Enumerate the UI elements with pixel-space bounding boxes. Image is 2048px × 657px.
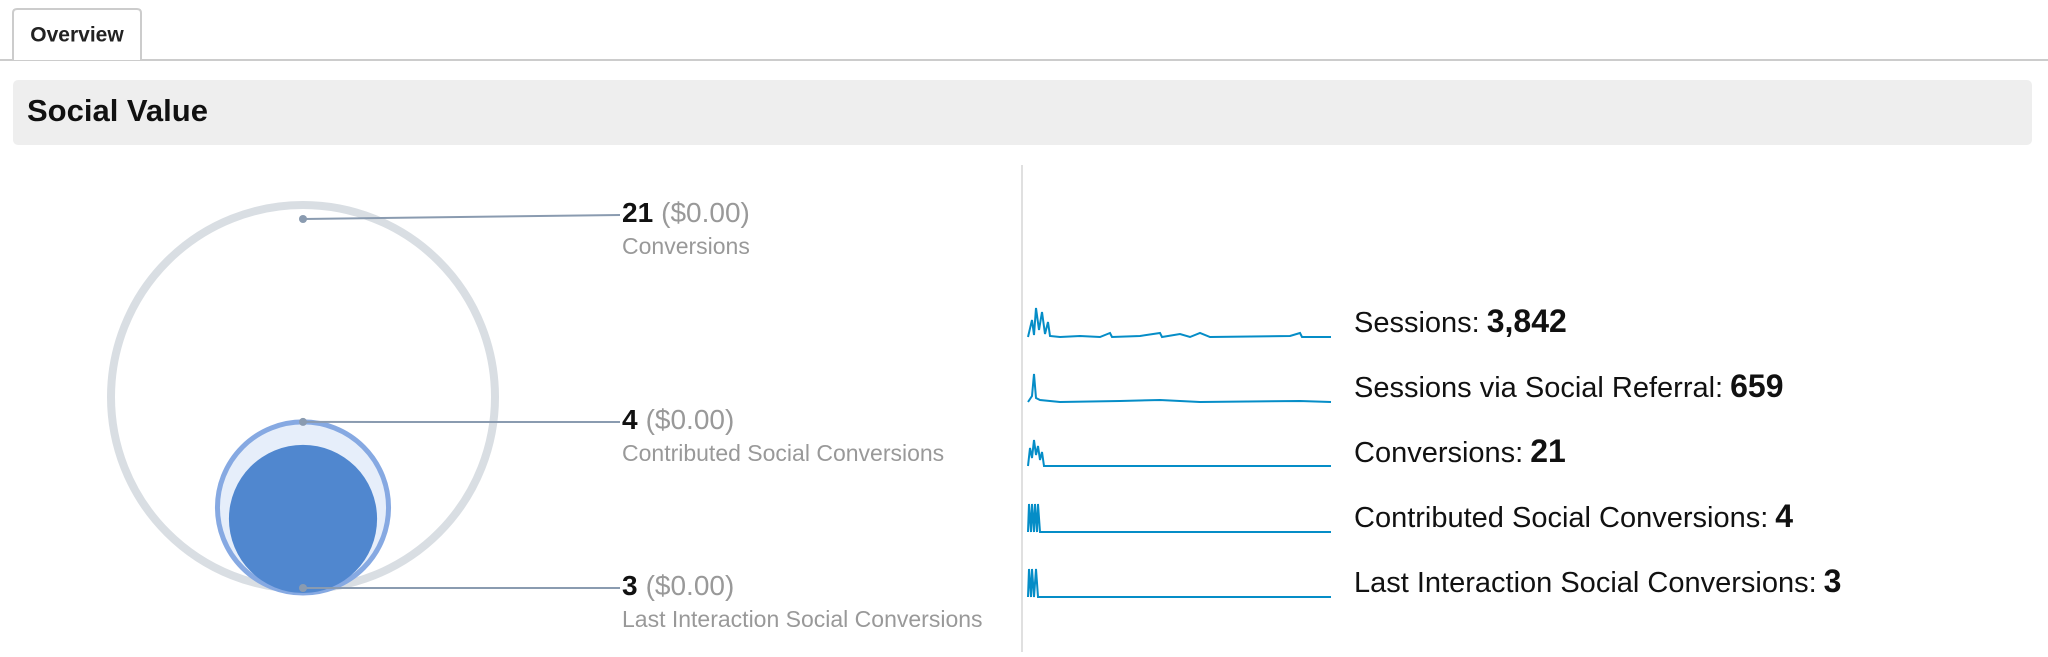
tab-label[interactable]: Overview bbox=[30, 24, 124, 47]
metric-label: Sessions: bbox=[1354, 307, 1480, 339]
metric-value: 3,842 bbox=[1487, 303, 1567, 339]
metric: Conversions:21 bbox=[1354, 433, 1566, 469]
funnel-value: 3 bbox=[622, 570, 638, 601]
metric-value: 659 bbox=[1730, 368, 1783, 404]
leader-dot bbox=[299, 418, 307, 426]
section-title: Social Value bbox=[27, 93, 208, 128]
leader-dot bbox=[299, 215, 307, 223]
value-circle bbox=[229, 445, 377, 593]
leader-line bbox=[303, 215, 620, 219]
metric: Sessions via Social Referral:659 bbox=[1354, 368, 1784, 404]
leader-dot bbox=[299, 584, 307, 592]
funnel-value-line: 21 ($0.00) bbox=[622, 197, 750, 228]
metric-value: 4 bbox=[1775, 498, 1793, 534]
metric-label: Last Interaction Social Conversions: bbox=[1354, 567, 1817, 599]
funnel-label: Conversions bbox=[622, 233, 750, 259]
metric-label: Sessions via Social Referral: bbox=[1354, 372, 1723, 404]
metric-label: Conversions: bbox=[1354, 437, 1523, 469]
sparkline bbox=[1028, 308, 1331, 337]
funnel-money: ($0.00) bbox=[646, 570, 735, 601]
funnel-value-line: 3 ($0.00) bbox=[622, 570, 734, 601]
sparkline bbox=[1028, 440, 1331, 466]
funnel-value: 21 bbox=[622, 197, 653, 228]
funnel-money: ($0.00) bbox=[646, 404, 735, 435]
sparkline bbox=[1028, 569, 1331, 597]
metric-label: Contributed Social Conversions: bbox=[1354, 502, 1768, 534]
metric: Contributed Social Conversions:4 bbox=[1354, 498, 1793, 534]
metric: Last Interaction Social Conversions:3 bbox=[1354, 563, 1841, 599]
sparkline bbox=[1028, 374, 1331, 402]
sparklines bbox=[1028, 308, 1331, 597]
funnel-value: 4 bbox=[622, 404, 638, 435]
metric-value: 21 bbox=[1530, 433, 1566, 469]
funnel-value-line: 4 ($0.00) bbox=[622, 404, 734, 435]
sparkline bbox=[1028, 504, 1331, 532]
funnel-label: Contributed Social Conversions bbox=[622, 440, 944, 466]
metric-value: 3 bbox=[1824, 563, 1842, 599]
metric: Sessions:3,842 bbox=[1354, 303, 1567, 339]
funnel-label: Last Interaction Social Conversions bbox=[622, 606, 983, 632]
funnel-money: ($0.00) bbox=[661, 197, 750, 228]
section-header bbox=[13, 80, 2032, 145]
